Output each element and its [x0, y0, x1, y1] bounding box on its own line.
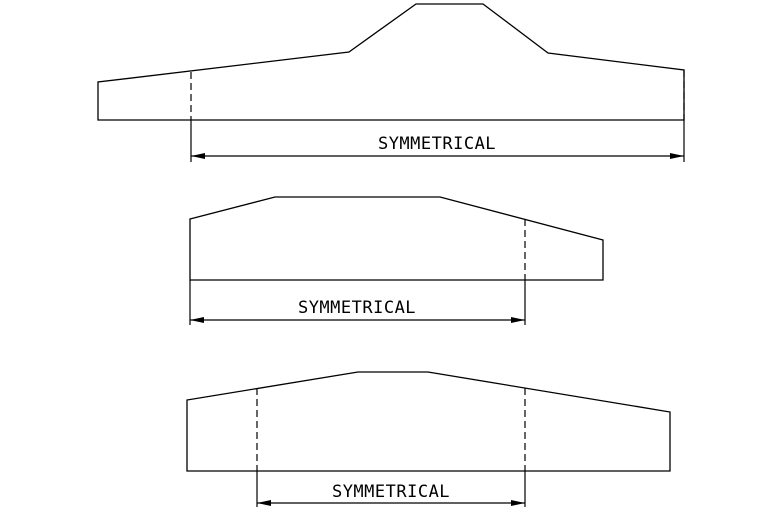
profile-3-label: SYMMETRICAL: [332, 482, 450, 502]
profile-1-label: SYMMETRICAL: [378, 134, 496, 154]
profile-1-outline: [97, 3, 685, 121]
profile-1: SYMMETRICAL: [97, 3, 685, 162]
profile-1-arrow-right: [670, 153, 684, 159]
profile-2-arrow-left: [190, 317, 204, 323]
profile-3-arrow-right: [511, 500, 525, 506]
profile-2: SYMMETRICAL: [189, 196, 604, 325]
profile-3-outline: [186, 371, 671, 472]
profile-3-dimension: SYMMETRICAL: [256, 471, 526, 507]
profile-2-dimension: SYMMETRICAL: [189, 280, 526, 325]
profile-2-label: SYMMETRICAL: [298, 298, 416, 318]
profile-2-outline: [189, 196, 604, 281]
profile-3: SYMMETRICAL: [186, 371, 671, 507]
profile-3-arrow-left: [257, 500, 271, 506]
profile-2-arrow-right: [511, 317, 525, 323]
profile-1-dimension: SYMMETRICAL: [190, 120, 685, 162]
profile-1-arrow-left: [191, 153, 205, 159]
